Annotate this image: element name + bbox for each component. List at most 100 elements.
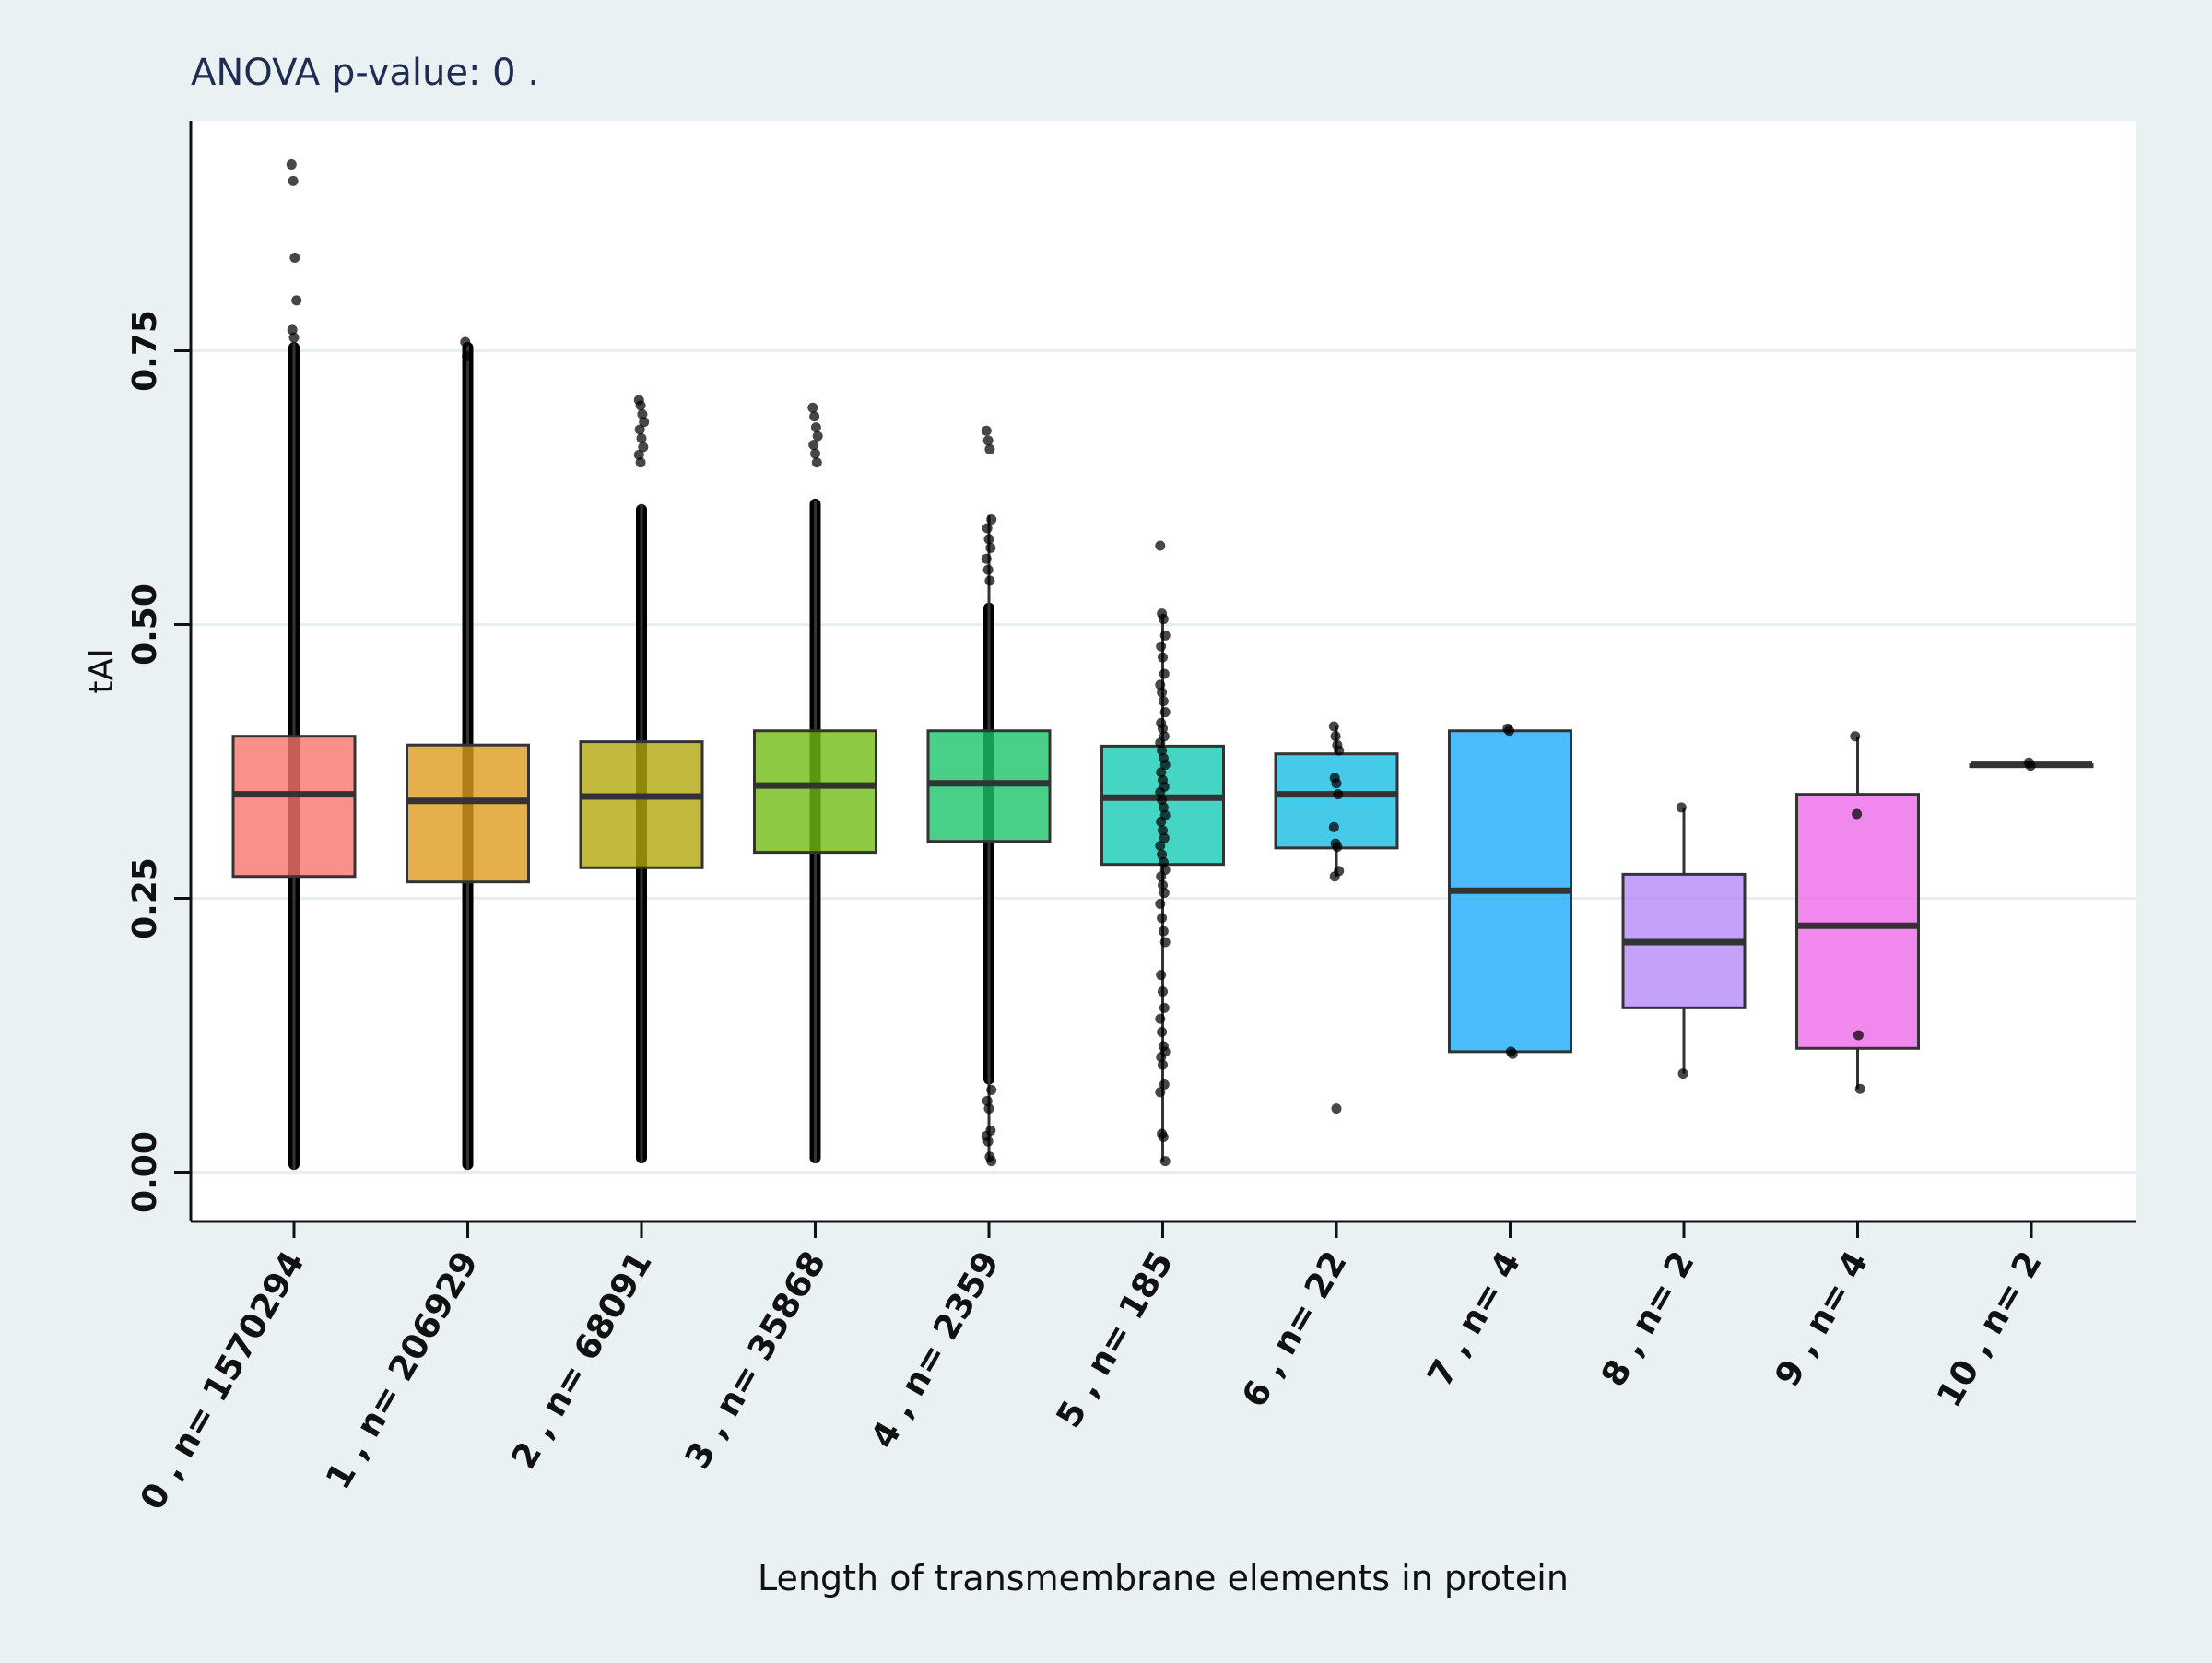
- data-point: [1333, 789, 1344, 800]
- box: [231, 735, 357, 879]
- data-point: [288, 175, 299, 186]
- data-point: [811, 457, 822, 468]
- x-tick-label: 9 , n= 4: [1767, 1244, 1876, 1393]
- data-point: [291, 295, 302, 306]
- box: [579, 740, 704, 869]
- data-point: [1156, 1052, 1167, 1063]
- data-point: [1155, 1013, 1166, 1024]
- boxes: [231, 341, 2094, 1171]
- data-point: [1158, 856, 1169, 867]
- data-point: [1159, 832, 1170, 843]
- data-point: [1159, 1002, 1170, 1013]
- data-point: [1157, 849, 1168, 860]
- data-point: [1331, 778, 1342, 789]
- data-point: [1155, 898, 1166, 909]
- data-point: [981, 425, 992, 436]
- data-point: [1504, 725, 1515, 737]
- data-point: [985, 542, 996, 553]
- box-category: [231, 341, 357, 1171]
- x-tick-label: 3 , n= 35868: [677, 1244, 833, 1476]
- data-point: [460, 336, 471, 348]
- data-point: [808, 440, 819, 451]
- data-point: [1854, 1083, 1865, 1094]
- box: [1795, 793, 1920, 1050]
- data-point: [986, 1156, 997, 1167]
- box-category: [1448, 729, 1572, 1054]
- data-point: [981, 553, 992, 564]
- box-category: [1621, 807, 1747, 1074]
- data-point: [1155, 1087, 1166, 1098]
- data-point: [1157, 795, 1168, 806]
- data-point: [1328, 721, 1339, 732]
- x-ticks: 0 , n= 1570294 1 , n= 206929 2 , n= 68091 3…: [133, 1221, 2050, 1516]
- data-point: [1334, 745, 1345, 756]
- data-point: [1158, 723, 1168, 734]
- data-point: [638, 442, 649, 453]
- data-point: [635, 400, 646, 411]
- data-point: [1159, 888, 1170, 899]
- data-point: [1330, 731, 1341, 742]
- data-point: [983, 1103, 994, 1115]
- data-point: [1329, 871, 1340, 882]
- data-point: [1155, 786, 1166, 797]
- data-point: [1159, 760, 1171, 771]
- data-point: [984, 575, 995, 586]
- box-category: [406, 341, 530, 1171]
- data-point: [982, 1136, 994, 1147]
- data-point: [286, 159, 297, 171]
- x-tick-label: 8 , n= 2: [1594, 1244, 1702, 1393]
- y-tick-label: 0.25: [126, 857, 164, 939]
- x-tick-label: 0 , n= 1570294: [133, 1244, 312, 1516]
- data-point: [1158, 825, 1168, 836]
- data-point: [1156, 871, 1167, 882]
- data-point: [1332, 842, 1343, 853]
- chart-title: ANOVA p-value: 0 .: [191, 52, 539, 94]
- jitter-points: [286, 159, 2036, 1167]
- data-point: [810, 422, 821, 433]
- data-point: [1159, 1156, 1171, 1167]
- data-point: [1157, 1026, 1168, 1037]
- data-point: [1156, 641, 1167, 652]
- data-point: [289, 253, 300, 264]
- data-point: [1158, 879, 1168, 890]
- data-point: [1850, 731, 1861, 742]
- box-category: [579, 503, 704, 1164]
- data-point: [1157, 687, 1168, 698]
- data-point: [1507, 1048, 1518, 1059]
- data-point: [1158, 1132, 1169, 1143]
- data-point: [637, 408, 648, 419]
- box: [1274, 752, 1399, 850]
- box-category: [1795, 736, 1920, 1090]
- data-point: [1155, 840, 1166, 851]
- data-point: [462, 350, 473, 361]
- data-point: [639, 417, 650, 428]
- data-point: [1156, 767, 1167, 778]
- data-point: [1159, 668, 1170, 679]
- data-point: [1158, 696, 1169, 707]
- data-point: [983, 534, 994, 545]
- y-tick-label: 0.75: [126, 310, 164, 392]
- data-point: [1159, 937, 1171, 948]
- data-point: [1158, 1059, 1168, 1070]
- data-point: [982, 564, 994, 575]
- box: [753, 729, 877, 855]
- y-axis-label: tAI: [83, 648, 121, 693]
- data-point: [1158, 802, 1169, 813]
- x-tick-label: 1 , n= 206929: [318, 1244, 486, 1496]
- data-point: [982, 435, 994, 446]
- data-point: [1852, 808, 1863, 820]
- data-point: [810, 448, 820, 459]
- data-point: [634, 424, 645, 435]
- data-point: [982, 1095, 993, 1106]
- x-tick-label: 6 , n= 22: [1234, 1244, 1355, 1414]
- data-point: [807, 402, 818, 413]
- data-point: [1155, 737, 1166, 749]
- data-point: [287, 324, 298, 336]
- data-point: [1155, 540, 1166, 551]
- data-point: [2025, 761, 2036, 772]
- data-point: [1328, 821, 1339, 832]
- data-point: [288, 332, 300, 343]
- data-point: [1158, 614, 1169, 625]
